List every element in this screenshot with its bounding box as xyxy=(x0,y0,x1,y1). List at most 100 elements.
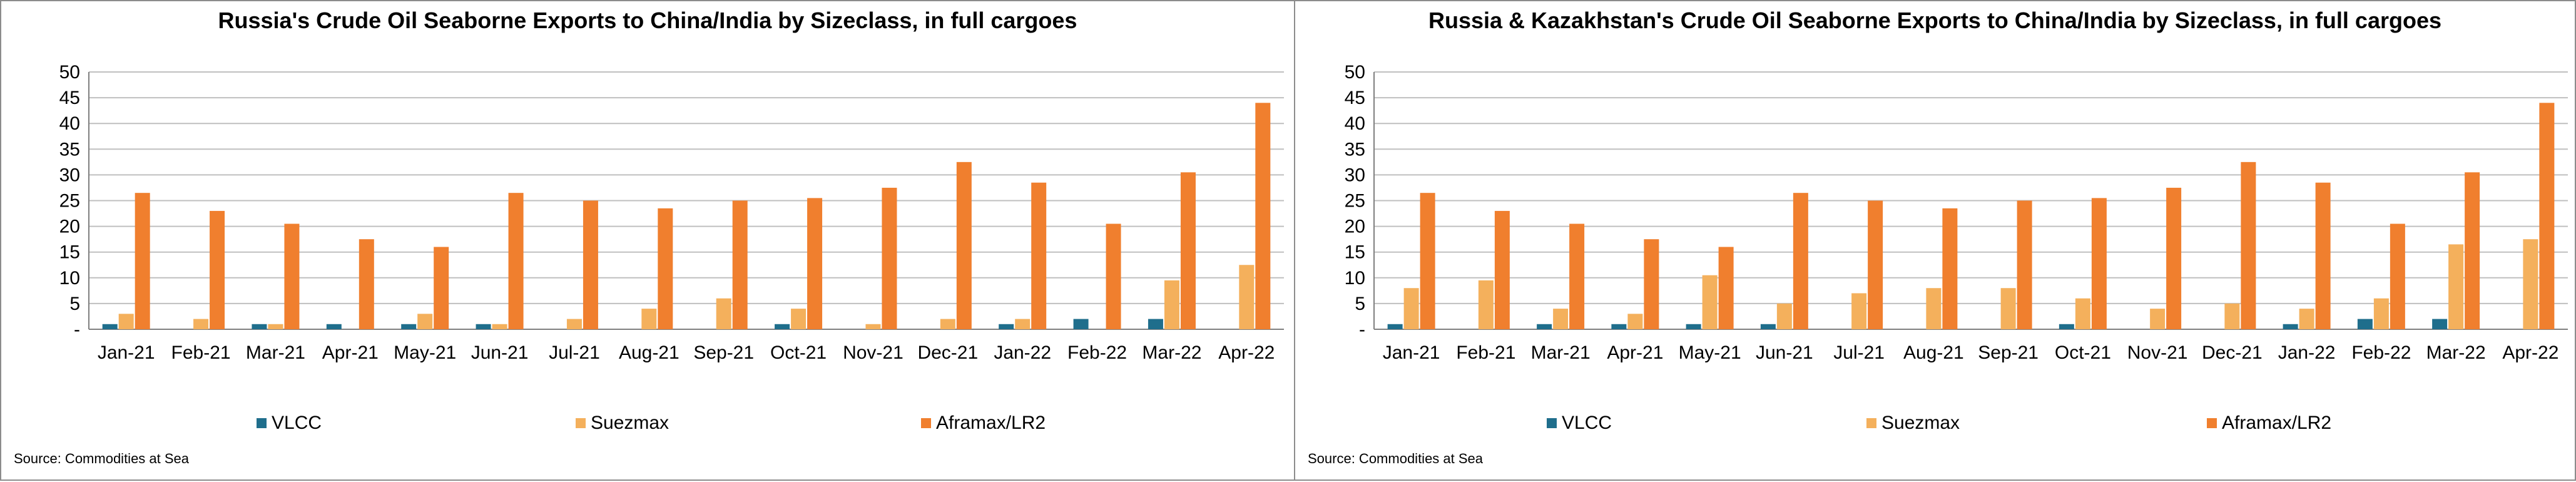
bar-suezmax xyxy=(268,324,283,329)
x-tick-label: Aug-21 xyxy=(619,342,680,363)
bar-aframax-lr2 xyxy=(956,162,972,329)
source-note: Source: Commodities at Sea xyxy=(1308,451,1484,466)
x-tick-label: Nov-21 xyxy=(2127,342,2188,363)
bar-suezmax xyxy=(1015,319,1031,329)
bar-vlcc xyxy=(2283,324,2298,329)
bar-suezmax xyxy=(2000,288,2016,329)
bar-aframax-lr2 xyxy=(2241,162,2256,329)
y-tick-label: 15 xyxy=(59,242,80,263)
legend-item-suezmax: Suezmax xyxy=(1866,413,1960,434)
bar-vlcc xyxy=(999,324,1014,329)
bar-vlcc xyxy=(401,324,417,329)
legend-swatch-vlcc xyxy=(257,418,267,428)
bar-suezmax xyxy=(193,319,209,329)
bar-suezmax xyxy=(1403,288,1419,329)
x-tick-label: Dec-21 xyxy=(2202,342,2263,363)
bar-aframax-lr2 xyxy=(583,200,598,329)
y-tick-label: 5 xyxy=(1355,294,1365,314)
x-tick-label: Oct-21 xyxy=(770,342,827,363)
x-tick-label: Jan-22 xyxy=(2278,342,2336,363)
bar-aframax-lr2 xyxy=(1718,247,1734,329)
bar-suezmax xyxy=(417,314,433,329)
bar-aframax-lr2 xyxy=(508,193,524,329)
x-tick-label: Oct-21 xyxy=(2055,342,2111,363)
x-tick-label: Jan-21 xyxy=(98,342,155,363)
x-tick-label: Dec-21 xyxy=(917,342,978,363)
legend-label: Aframax/LR2 xyxy=(2222,413,2332,433)
x-tick-label: May-21 xyxy=(1679,342,1741,363)
bar-aframax-lr2 xyxy=(1255,103,1271,329)
legend-label: VLCC xyxy=(1562,413,1612,433)
y-tick-label: 25 xyxy=(1345,191,1365,212)
bar-vlcc xyxy=(476,324,491,329)
y-tick-label: 45 xyxy=(1345,88,1365,108)
bar-aframax-lr2 xyxy=(2465,172,2480,329)
bar-suezmax xyxy=(791,309,807,329)
legend-item-aframax: Aframax/LR2 xyxy=(2207,413,2331,434)
bar-suezmax xyxy=(492,324,507,329)
bar-aframax-lr2 xyxy=(1793,193,1808,329)
y-tick-label: 15 xyxy=(1345,242,1365,263)
x-tick-label: Jan-21 xyxy=(1383,342,1440,363)
source-note: Source: Commodities at Sea xyxy=(14,451,190,466)
x-tick-label: Apr-22 xyxy=(1218,342,1275,363)
legend-swatch-aframax xyxy=(2207,418,2217,428)
y-tick-label: 10 xyxy=(1345,268,1365,289)
y-tick-label: 35 xyxy=(59,139,80,160)
bar-aframax-lr2 xyxy=(359,239,374,329)
bar-aframax-lr2 xyxy=(1942,208,1958,329)
bar-aframax-lr2 xyxy=(1644,239,1659,329)
chart-panel-russia-kazakhstan: Russia & Kazakhstan's Crude Oil Seaborne… xyxy=(1294,0,2576,481)
legend-item-vlcc: VLCC xyxy=(257,413,322,434)
y-tick-label: 30 xyxy=(1345,165,1365,185)
bar-aframax-lr2 xyxy=(2017,200,2032,329)
legend-item-suezmax: Suezmax xyxy=(576,413,669,434)
x-tick-label: Jul-21 xyxy=(1833,342,1885,363)
x-tick-label: Feb-22 xyxy=(2351,342,2411,363)
x-tick-label: Jul-21 xyxy=(549,342,600,363)
bar-aframax-lr2 xyxy=(807,198,823,329)
bar-vlcc xyxy=(1073,319,1089,329)
bar-aframax-lr2 xyxy=(2539,103,2555,329)
bar-suezmax xyxy=(2523,239,2538,329)
chart-title: Russia & Kazakhstan's Crude Oil Seaborne… xyxy=(1428,8,2441,33)
y-tick-label: 10 xyxy=(59,268,80,289)
bar-vlcc xyxy=(2432,319,2448,329)
bar-aframax-lr2 xyxy=(1868,200,1883,329)
legend-item-vlcc: VLCC xyxy=(1547,413,1612,434)
legend-label: Aframax/LR2 xyxy=(936,413,1046,433)
legend: VLCC Suezmax Aframax/LR2 xyxy=(1,413,1294,438)
bar-vlcc xyxy=(1611,324,1627,329)
bar-vlcc xyxy=(1537,324,1552,329)
bar-suezmax xyxy=(1553,309,1569,329)
bar-suezmax xyxy=(940,319,955,329)
y-tick-label: - xyxy=(74,319,80,340)
x-tick-label: Apr-21 xyxy=(1607,342,1663,363)
bar-aframax-lr2 xyxy=(1420,193,1435,329)
bar-aframax-lr2 xyxy=(135,193,150,329)
bar-aframax-lr2 xyxy=(210,210,225,329)
x-tick-label: Sep-21 xyxy=(693,342,754,363)
bar-suezmax xyxy=(118,314,134,329)
bar-vlcc xyxy=(775,324,790,329)
bar-aframax-lr2 xyxy=(1494,210,1510,329)
bar-vlcc xyxy=(252,324,267,329)
bar-suezmax xyxy=(641,309,657,329)
bar-suezmax xyxy=(716,298,731,329)
bar-aframax-lr2 xyxy=(2166,187,2182,329)
legend-swatch-vlcc xyxy=(1547,418,1557,428)
x-tick-label: Jun-21 xyxy=(471,342,529,363)
bar-suezmax xyxy=(1776,303,1792,329)
x-tick-label: Mar-22 xyxy=(2426,342,2486,363)
x-tick-label: Apr-22 xyxy=(2502,342,2558,363)
bar-vlcc xyxy=(2059,324,2074,329)
bar-vlcc xyxy=(2357,319,2373,329)
bar-aframax-lr2 xyxy=(434,247,449,329)
legend-swatch-aframax xyxy=(921,418,931,428)
bar-suezmax xyxy=(1702,275,1718,329)
y-tick-label: 40 xyxy=(59,113,80,134)
y-tick-label: 25 xyxy=(59,191,80,212)
bar-chart: - 5 10 15 20 25 30 35 40 45 50 Jan-21 Feb-21 Mar-21 Ap… xyxy=(59,62,1284,363)
x-tick-label: Jun-21 xyxy=(1756,342,1813,363)
y-tick-label: 5 xyxy=(69,294,80,314)
